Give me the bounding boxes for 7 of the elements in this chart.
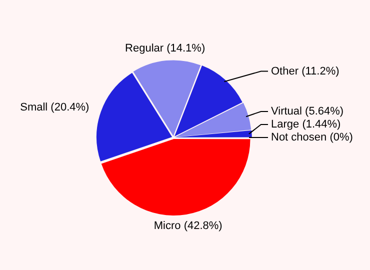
legend-label: Not chosen (0%)	[271, 132, 353, 144]
slice-label: Micro (42.8%)	[154, 220, 222, 232]
slice-label: Virtual (5.64%)	[271, 106, 344, 118]
slice-label: Small (20.4%)	[20, 101, 90, 114]
slice-label: Other (11.2%)	[271, 65, 340, 78]
slice-label: Regular (14.1%)	[125, 42, 206, 54]
slice-label: Large (1.44%)	[271, 118, 341, 131]
